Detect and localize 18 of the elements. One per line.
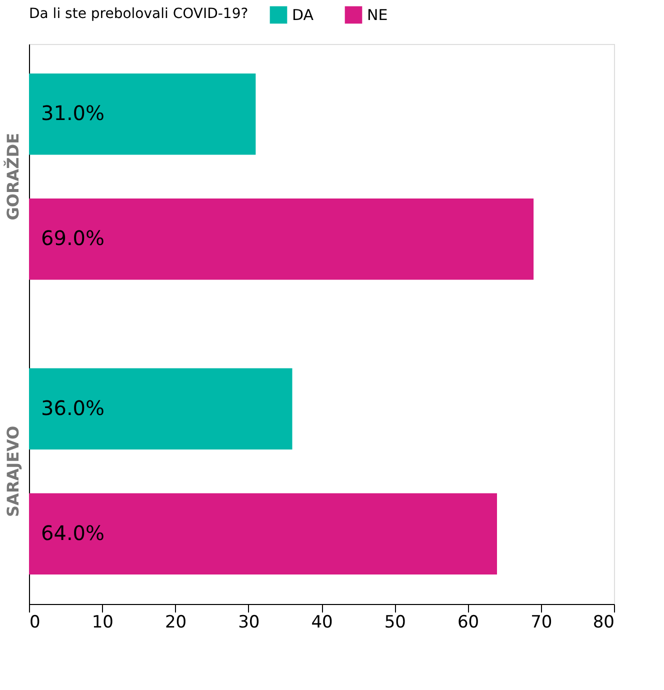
x-tick-label: 60: [457, 612, 480, 632]
x-tick-label: 80: [592, 612, 614, 632]
data-label: 69.0%: [41, 226, 105, 250]
x-tick-label: 10: [92, 612, 114, 632]
x-tick-label: 0: [30, 612, 40, 632]
y-tick-label: SARAJEVO: [4, 426, 22, 517]
y-tick-label: GORAŽDE: [4, 133, 22, 220]
x-tick-label: 20: [164, 612, 187, 632]
x-tick-label: 40: [311, 612, 333, 632]
data-label: 31.0%: [41, 101, 105, 126]
data-label: 36.0%: [41, 396, 105, 420]
legend-label: NE: [367, 6, 388, 24]
x-tick-label: 70: [530, 612, 552, 632]
x-tick-label: 50: [384, 612, 406, 632]
x-tick-label: 30: [238, 612, 260, 632]
legend-label: DA: [292, 6, 314, 24]
legend-title: Da li ste prebolovali COVID-19?: [29, 6, 248, 22]
data-label: 64.0%: [41, 520, 105, 545]
